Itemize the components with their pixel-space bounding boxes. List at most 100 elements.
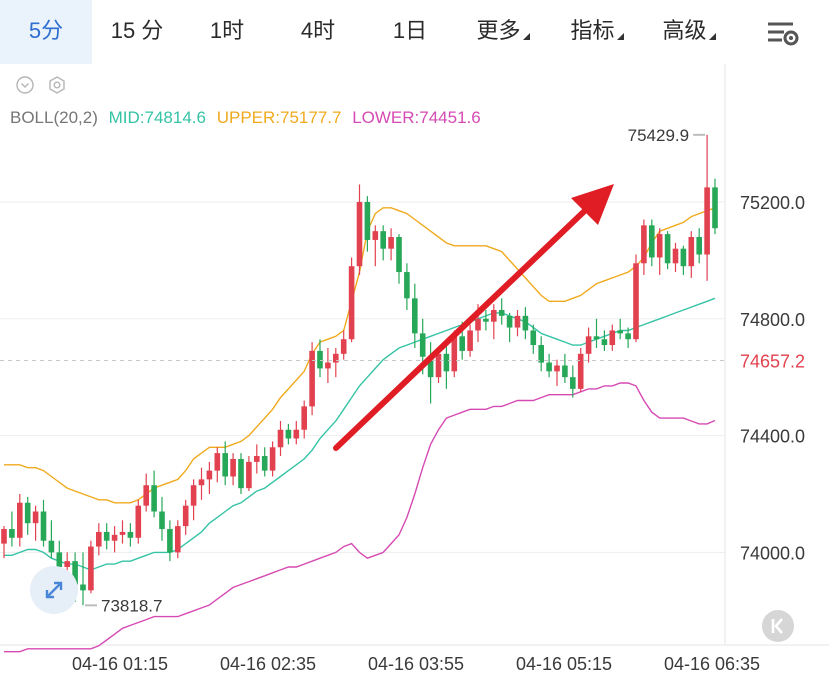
tab-more[interactable]: 更多 bbox=[458, 0, 548, 64]
min-price-label: 73818.7 bbox=[101, 596, 162, 615]
candle-body bbox=[119, 531, 126, 535]
candle-body bbox=[467, 330, 473, 351]
tab-label: 5分 bbox=[28, 18, 64, 43]
candle-body bbox=[593, 336, 600, 340]
dropdown-caret-icon bbox=[708, 33, 716, 40]
boll-indicator-legend: BOLL(20,2) MID:74814.6 UPPER:75177.7 LOW… bbox=[10, 108, 487, 128]
boll-mid-value: MID:74814.6 bbox=[108, 108, 206, 127]
candle-body bbox=[285, 429, 292, 439]
candle-body bbox=[664, 234, 671, 264]
tab-label: 1日 bbox=[392, 18, 428, 43]
candle-body bbox=[309, 350, 315, 407]
candle-body bbox=[546, 362, 552, 372]
candle-body bbox=[522, 315, 529, 331]
candle-body bbox=[17, 502, 23, 538]
tab-advanced[interactable]: 高级 bbox=[644, 0, 734, 64]
candle-body bbox=[625, 333, 631, 340]
candle-body bbox=[475, 318, 481, 331]
candle-body bbox=[380, 231, 386, 249]
candle-body bbox=[143, 485, 149, 506]
candle-body bbox=[427, 356, 434, 378]
tab-4hour[interactable]: 4时 bbox=[272, 0, 364, 64]
candle-body bbox=[601, 339, 608, 346]
candle-body bbox=[396, 237, 402, 273]
candle-body bbox=[48, 540, 55, 553]
candle-body bbox=[483, 318, 489, 322]
boll-name: BOLL(20,2) bbox=[10, 108, 98, 127]
tab-15min[interactable]: 15 分 bbox=[92, 0, 182, 64]
candle-body bbox=[214, 453, 221, 471]
trend-arrow-shaft bbox=[333, 199, 597, 451]
candle-body bbox=[277, 429, 284, 448]
candle-body bbox=[688, 237, 695, 267]
tab-1hour[interactable]: 1时 bbox=[182, 0, 272, 64]
candle-body bbox=[656, 234, 663, 258]
candle-body bbox=[641, 225, 647, 264]
candle-body bbox=[230, 458, 236, 477]
candle-body bbox=[127, 531, 134, 538]
candle-body bbox=[530, 330, 537, 346]
y-tick-label: 74000.0 bbox=[740, 543, 805, 563]
tab-indicators[interactable]: 指标 bbox=[552, 0, 642, 64]
max-price-label: 75429.9 bbox=[628, 126, 689, 145]
y-tick-label: 74800.0 bbox=[740, 310, 805, 330]
tab-5min[interactable]: 5分 bbox=[0, 0, 92, 64]
candle-body bbox=[206, 470, 213, 480]
candle-body bbox=[609, 330, 616, 346]
candle-body bbox=[570, 377, 576, 389]
candle-body bbox=[491, 310, 497, 322]
candle-body bbox=[167, 529, 173, 553]
candle-body bbox=[333, 353, 339, 363]
candle-body bbox=[88, 546, 94, 591]
tab-label: 4时 bbox=[300, 18, 336, 43]
candle-body bbox=[175, 526, 181, 553]
back-to-latest-icon bbox=[771, 618, 783, 634]
current-price-label: 74657.2 bbox=[740, 351, 805, 371]
candle-body bbox=[96, 531, 102, 547]
candle-body bbox=[712, 187, 718, 229]
candle-body bbox=[388, 237, 394, 249]
boll-lower-value: LOWER:74451.6 bbox=[352, 108, 481, 127]
candle-body bbox=[222, 453, 228, 477]
hexagon-gear-icon[interactable] bbox=[48, 76, 66, 94]
dropdown-caret-icon bbox=[616, 33, 624, 40]
candlestick-chart[interactable]: 75200.0 74800.0 74400.0 74000.0 04-16 01:15 0… bbox=[0, 64, 829, 693]
candle-body bbox=[419, 333, 426, 357]
candle-body bbox=[246, 461, 252, 489]
candle-body bbox=[577, 353, 584, 389]
candle-body bbox=[159, 511, 165, 530]
candle-body bbox=[680, 248, 687, 267]
candle-body bbox=[554, 365, 560, 372]
x-tick-label: 04-16 02:35 bbox=[220, 654, 316, 674]
candle-body bbox=[562, 365, 568, 378]
candle-body bbox=[412, 298, 418, 334]
back-to-latest-button[interactable] bbox=[762, 610, 794, 642]
candle-body bbox=[696, 237, 702, 255]
candle-body bbox=[103, 531, 110, 541]
candle-body bbox=[269, 447, 276, 471]
candle-body bbox=[498, 310, 505, 316]
candle-body bbox=[585, 336, 592, 354]
candle-body bbox=[151, 485, 157, 512]
expand-button[interactable] bbox=[30, 566, 78, 614]
candle-body bbox=[435, 353, 442, 378]
x-tick-label: 04-16 03:55 bbox=[368, 654, 464, 674]
candle-body bbox=[506, 315, 513, 328]
candle-body bbox=[348, 266, 355, 340]
candle-body bbox=[56, 552, 63, 567]
candle-body bbox=[372, 231, 379, 240]
candle-body bbox=[459, 336, 465, 351]
boll-mid-line bbox=[4, 297, 716, 571]
candle-body bbox=[80, 584, 86, 591]
tab-1day[interactable]: 1日 bbox=[364, 0, 456, 64]
candle-body bbox=[340, 339, 347, 354]
candle-body bbox=[293, 429, 300, 439]
y-tick-label: 75200.0 bbox=[740, 193, 805, 213]
chart-settings-icon[interactable] bbox=[765, 14, 801, 50]
collapse-icon[interactable] bbox=[16, 76, 34, 94]
candle-body bbox=[538, 345, 544, 363]
trend-arrow-head bbox=[571, 184, 614, 225]
candle-body bbox=[514, 315, 521, 328]
candle-body bbox=[111, 534, 118, 541]
y-tick-label: 74400.0 bbox=[740, 427, 805, 447]
